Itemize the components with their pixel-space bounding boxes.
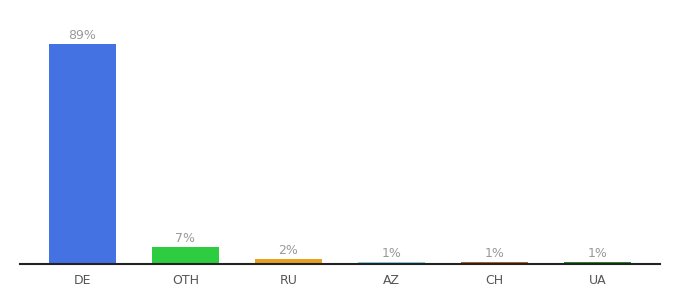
Bar — [49, 44, 116, 264]
Bar — [564, 262, 631, 264]
Text: 89%: 89% — [68, 29, 96, 42]
Text: 1%: 1% — [381, 247, 401, 260]
Text: 1%: 1% — [588, 247, 608, 260]
Bar — [461, 262, 528, 264]
Text: 2%: 2% — [279, 244, 299, 257]
Bar — [255, 259, 322, 264]
Bar — [152, 247, 219, 264]
Text: 7%: 7% — [175, 232, 195, 245]
Bar — [358, 262, 425, 264]
Text: 1%: 1% — [485, 247, 505, 260]
